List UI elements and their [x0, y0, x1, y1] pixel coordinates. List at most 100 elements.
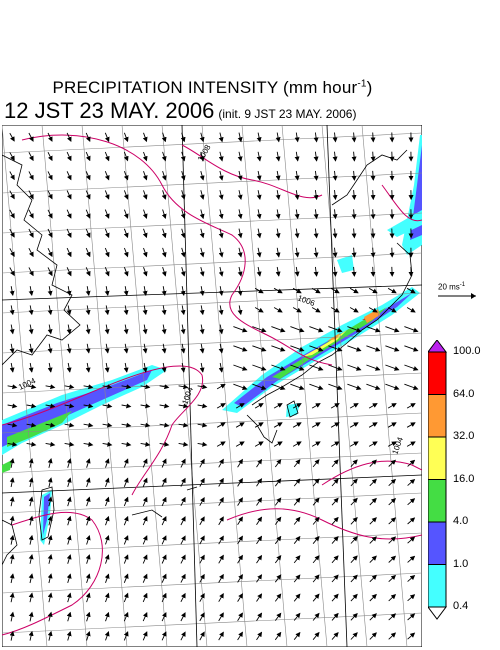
wind-arrow — [66, 515, 72, 526]
wind-arrow — [142, 362, 148, 373]
wind-arrow — [142, 477, 148, 487]
wind-arrow — [273, 441, 283, 447]
wind-arrow — [293, 574, 301, 583]
wind-arrow — [104, 132, 110, 143]
wind-arrow — [7, 384, 18, 390]
wind-arrow — [178, 384, 189, 390]
wind-arrow — [350, 516, 358, 525]
wind-arrow — [9, 534, 15, 545]
wind-arrow — [369, 497, 377, 506]
wind-arrow — [237, 170, 243, 181]
wind-arrow — [311, 287, 321, 294]
legend-level-label: 0.4 — [453, 600, 469, 612]
wind-arrow — [199, 266, 205, 277]
wind-arrow — [28, 228, 34, 238]
wind-arrow — [407, 594, 416, 602]
wind-arrow — [218, 247, 224, 258]
wind-arrow — [237, 151, 243, 162]
wind-arrow — [388, 478, 397, 487]
wind-arrow — [85, 592, 91, 603]
wind-arrow — [180, 151, 186, 162]
wind-arrow — [180, 458, 186, 468]
wind-arrow — [28, 573, 34, 584]
legend-swatch — [428, 436, 447, 480]
wind-arrow — [309, 326, 324, 333]
wind-arrow — [102, 422, 113, 428]
wind-arrow — [161, 286, 167, 296]
wind-arrow — [180, 612, 186, 622]
wind-arrow — [47, 573, 53, 584]
wind-arrow — [366, 383, 381, 390]
init-time: (init. 9 JST 23 MAY. 2006) — [218, 107, 357, 121]
wind-arrow — [235, 441, 245, 447]
wind-arrow — [142, 132, 148, 143]
wind-arrow — [218, 170, 224, 181]
wind-arrow — [161, 132, 167, 143]
wind-arrow — [180, 170, 186, 181]
wind-arrow — [370, 209, 376, 220]
wind-arrow — [292, 422, 302, 428]
parallel-line — [2, 492, 422, 514]
wind-arrow — [256, 631, 263, 641]
wind-arrow — [406, 441, 416, 447]
wind-arrow — [28, 554, 34, 564]
wind-arrow — [199, 458, 205, 468]
wind-arrow — [28, 171, 34, 181]
wind-arrow — [407, 517, 416, 525]
wind-arrow — [28, 132, 34, 142]
legend-level-label: 100.0 — [453, 345, 481, 357]
wind-arrow — [9, 152, 15, 161]
wind-arrow — [293, 478, 301, 487]
wind-arrow — [350, 612, 358, 621]
wind-arrow — [161, 573, 167, 583]
wind-arrow — [28, 286, 34, 296]
wind-arrow — [199, 612, 205, 622]
wind-arrow — [180, 477, 186, 487]
wind-arrow — [254, 441, 264, 447]
wind-arrow — [85, 286, 91, 296]
wind-arrow — [142, 247, 148, 258]
wind-arrow — [293, 535, 301, 544]
wind-arrow — [332, 228, 338, 239]
wind-arrow — [47, 592, 53, 603]
wind-arrow — [290, 345, 305, 352]
wind-arrow — [47, 515, 53, 526]
wind-arrow — [47, 611, 53, 622]
wind-arrow — [7, 422, 18, 428]
wind-arrow — [256, 593, 263, 602]
wind-arrow — [256, 554, 263, 564]
wind-arrow — [385, 383, 400, 390]
wind-arrow — [66, 458, 72, 468]
wind-arrow — [347, 326, 362, 333]
wind-arrow — [330, 307, 340, 313]
wind-arrow — [273, 403, 283, 409]
wind-arrow — [9, 324, 15, 335]
wind-arrow — [256, 132, 262, 143]
wind-arrow — [7, 403, 18, 409]
wind-arrow — [85, 305, 91, 316]
wind-arrow — [142, 343, 148, 354]
wind-arrow — [197, 422, 208, 428]
wind-arrow — [85, 362, 91, 373]
wind-arrow — [387, 403, 397, 409]
wind-arrow — [123, 496, 129, 507]
wind-arrow — [161, 477, 167, 487]
wind-arrow — [197, 441, 208, 447]
wind-arrow — [218, 362, 224, 373]
wind-arrow — [218, 593, 224, 602]
wind-arrow — [104, 190, 110, 200]
wind-arrow — [66, 573, 72, 584]
wind-arrow — [123, 573, 129, 583]
wind-arrow — [123, 554, 129, 564]
wind-arrow — [83, 384, 94, 390]
wind-arrow — [180, 516, 186, 526]
wind-arrow — [142, 496, 148, 507]
wind-arrow — [123, 171, 129, 181]
parallel-line — [2, 572, 422, 594]
wind-arrow — [368, 422, 378, 428]
wind-arrow — [142, 535, 148, 545]
wind-arrow — [9, 496, 15, 507]
wind-arrow — [216, 403, 226, 409]
wind-arrow — [66, 630, 72, 641]
